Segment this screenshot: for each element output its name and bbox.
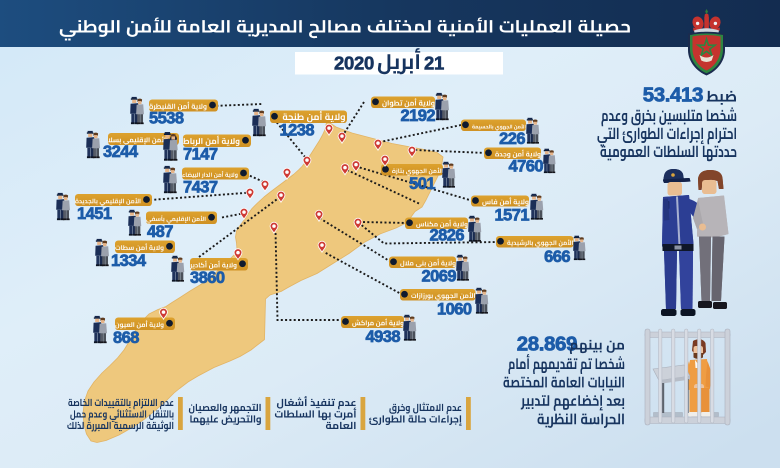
svg-text:7437: 7437 [183,179,218,197]
svg-text:53.413: 53.413 [643,84,703,107]
svg-text:1451: 1451 [77,205,112,223]
svg-text:4760: 4760 [508,158,543,176]
svg-text:3860: 3860 [190,269,225,287]
svg-text:1571: 1571 [494,207,529,225]
svg-text:487: 487 [147,223,173,241]
svg-text:1238: 1238 [279,122,314,140]
svg-text:2826: 2826 [429,227,464,245]
svg-text:7147: 7147 [183,146,218,164]
svg-text:868: 868 [113,329,139,347]
svg-text:4938: 4938 [365,328,400,346]
svg-text:226: 226 [499,130,525,148]
svg-text:5538: 5538 [149,110,184,128]
svg-text:2192: 2192 [400,107,435,125]
svg-text:21: 21 [424,53,444,74]
svg-text:28.869: 28.869 [517,333,577,356]
svg-text:501: 501 [409,175,435,193]
svg-text:1060: 1060 [437,301,472,319]
svg-text:1334: 1334 [111,252,147,270]
svg-text:666: 666 [544,248,570,266]
svg-text:2020: 2020 [334,53,374,74]
svg-text:2069: 2069 [421,268,456,286]
svg-text:3244: 3244 [103,143,139,161]
